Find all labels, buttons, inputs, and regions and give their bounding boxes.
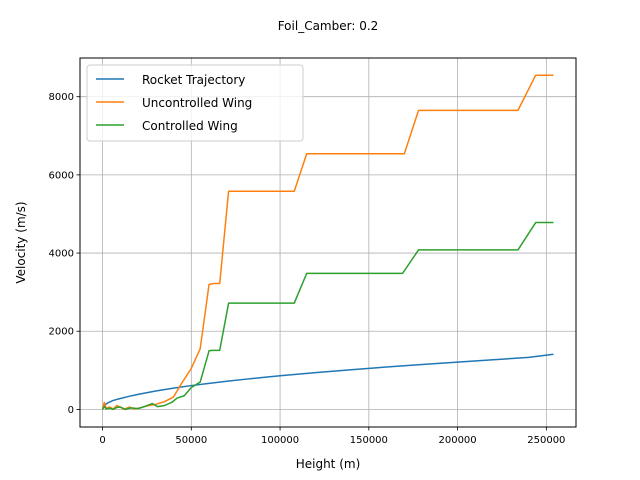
x-tick-label: 100000 bbox=[261, 435, 299, 446]
series-line-controlled-wing bbox=[103, 223, 554, 410]
x-axis-label: Height (m) bbox=[296, 457, 361, 471]
x-tick-label: 150000 bbox=[350, 435, 388, 446]
y-tick-label: 4000 bbox=[49, 249, 74, 260]
y-tick-label: 6000 bbox=[49, 170, 74, 181]
series-line-rocket-trajectory bbox=[103, 354, 554, 409]
y-tick-label: 2000 bbox=[49, 327, 74, 338]
legend: Rocket Trajectory Uncontrolled Wing Contro… bbox=[87, 65, 303, 141]
x-tick-label: 0 bbox=[99, 435, 105, 446]
legend-label-controlled-wing: Controlled Wing bbox=[142, 119, 238, 133]
x-tick-label: 50000 bbox=[175, 435, 207, 446]
legend-label-rocket-trajectory: Rocket Trajectory bbox=[142, 73, 245, 87]
y-tick-label: 0 bbox=[68, 405, 74, 416]
x-tick-label: 200000 bbox=[438, 435, 476, 446]
y-axis-label: Velocity (m/s) bbox=[14, 201, 28, 283]
legend-label-uncontrolled-wing: Uncontrolled Wing bbox=[142, 96, 252, 110]
tick-layer: 0 50000 100000 150000 200000 250000 0 2000 4000 6… bbox=[49, 92, 566, 446]
chart-title: Foil_Camber: 0.2 bbox=[278, 19, 379, 33]
y-tick-label: 8000 bbox=[49, 92, 74, 103]
x-tick-label: 250000 bbox=[527, 435, 565, 446]
